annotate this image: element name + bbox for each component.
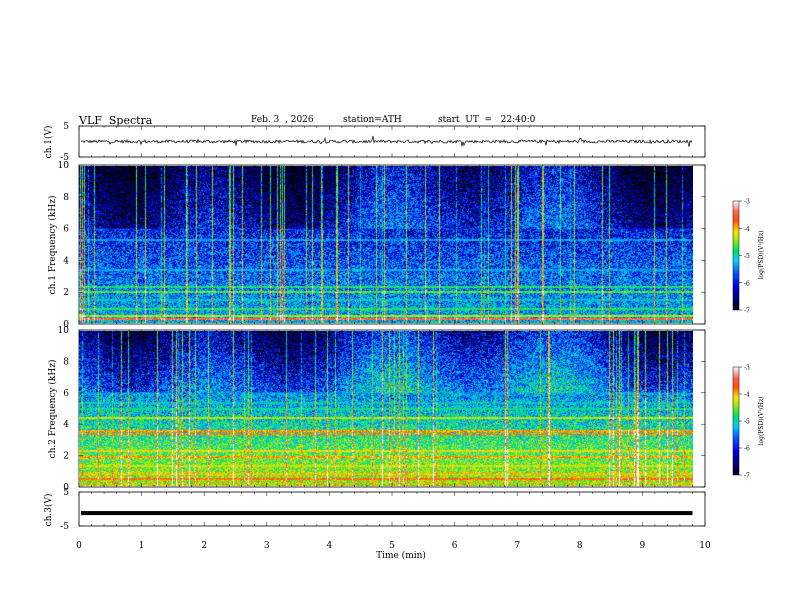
- ch2-colorbar-label: log(PSD)(V²/Hz): [758, 397, 765, 446]
- ch3-ylabel: ch.3(V): [43, 494, 54, 527]
- ch1-waveform-line: [80, 135, 693, 147]
- ch1-ylabel: ch.1(V): [43, 126, 54, 159]
- y-tick-label: 4: [63, 420, 69, 430]
- y-tick-label: 2: [63, 288, 69, 298]
- x-tick-label: 3: [264, 541, 270, 551]
- colorbar-tick-label: -5: [744, 253, 750, 260]
- ch2-spectrogram-ylabel: ch.2 Frequency (kHz): [47, 360, 58, 459]
- date-label: Feb. 3 , 2026: [251, 115, 314, 125]
- y-tick-label: 0: [63, 320, 69, 330]
- y-tick-label: -5: [60, 153, 69, 163]
- y-tick-label: 2: [63, 452, 69, 462]
- x-tick-label: 4: [327, 541, 333, 551]
- ch1-colorbar: [732, 200, 740, 311]
- ch3-plot-frame: [78, 491, 706, 527]
- x-axis-title: Time (min): [376, 550, 426, 561]
- y-tick-label: 10: [58, 326, 70, 336]
- y-tick-label: 5: [63, 488, 69, 498]
- y-tick-label: 0: [63, 483, 69, 493]
- colorbar-tick-label: -5: [744, 419, 750, 426]
- y-tick-label: 4: [63, 256, 69, 266]
- ch3-waveform-line: [81, 511, 693, 516]
- y-tick-label: 6: [63, 389, 69, 399]
- y-tick-label: 6: [63, 225, 69, 235]
- colorbar-tick-label: -6: [744, 446, 750, 453]
- ch2-colorbar: [732, 366, 740, 476]
- ch1-spectrogram-ylabel: ch.1 Frequency (kHz): [47, 196, 58, 295]
- x-tick-label: 6: [452, 541, 458, 551]
- colorbar-tick-label: -7: [744, 473, 750, 480]
- colorbar-tick-label: -3: [744, 199, 750, 206]
- chart-title: VLF Spectra: [79, 114, 153, 127]
- y-tick-label: 8: [63, 357, 69, 367]
- y-tick-label: 10: [58, 161, 70, 171]
- colorbar-tick-label: -4: [744, 392, 750, 399]
- x-tick-label: 8: [577, 541, 583, 551]
- x-tick-label: 2: [201, 541, 207, 551]
- x-tick-label: 10: [699, 541, 711, 551]
- colorbar-tick-label: -3: [744, 365, 750, 372]
- ch2-spectrogram-image: [79, 331, 693, 486]
- colorbar-tick-label: -6: [744, 280, 750, 287]
- x-tick-label: 5: [389, 541, 395, 551]
- x-tick-label: 7: [514, 541, 520, 551]
- x-tick-label: 0: [76, 541, 82, 551]
- x-tick-label: 1: [139, 541, 145, 551]
- station-label: station=ATH: [343, 115, 402, 125]
- ch1-colorbar-label: log(PSD)(V²/Hz): [758, 231, 765, 280]
- y-tick-label: -5: [60, 522, 69, 532]
- y-tick-label: 5: [63, 122, 69, 132]
- y-tick-label: 8: [63, 193, 69, 203]
- x-tick-label: 9: [640, 541, 646, 551]
- colorbar-tick-label: -4: [744, 226, 750, 233]
- ch1-spectrogram-image: [79, 166, 693, 323]
- colorbar-tick-label: -7: [744, 308, 750, 315]
- start-time-label: start UT = 22:40:0: [438, 115, 536, 125]
